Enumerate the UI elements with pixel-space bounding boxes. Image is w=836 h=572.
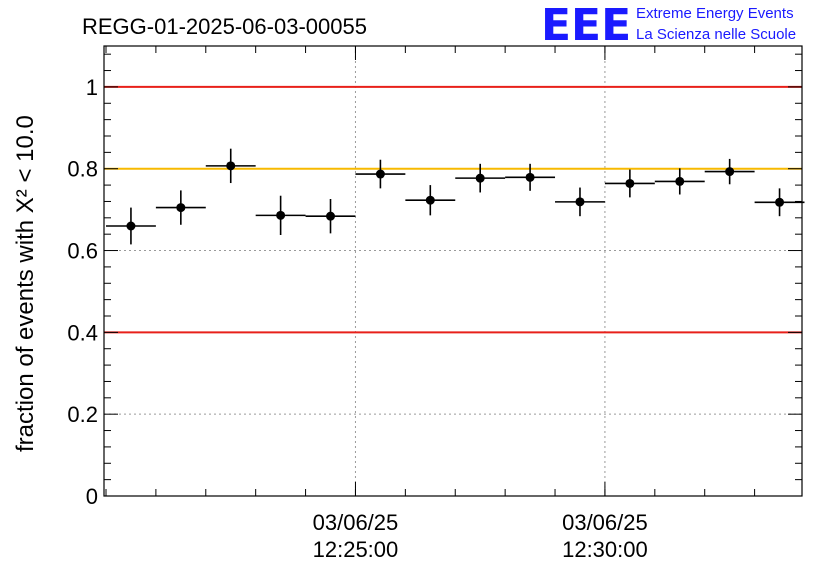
reference-lines bbox=[104, 85, 802, 334]
data-point bbox=[455, 163, 506, 193]
plot-border bbox=[103, 45, 803, 497]
data-marker bbox=[326, 211, 336, 221]
chart-title: REGG-01-2025-06-03-00055 bbox=[82, 14, 367, 39]
data-marker bbox=[475, 173, 485, 183]
y-tick-label: 0.8 bbox=[67, 157, 98, 182]
data-point bbox=[155, 190, 206, 225]
x-tick-date-label: 03/06/25 bbox=[313, 510, 399, 535]
data-point bbox=[355, 159, 406, 189]
plot-frame bbox=[103, 45, 803, 497]
data-point bbox=[105, 207, 156, 245]
y-tick-label: 1 bbox=[86, 75, 98, 100]
data-marker bbox=[775, 197, 785, 207]
data-marker bbox=[226, 161, 236, 171]
data-point bbox=[505, 163, 556, 191]
y-tick-label: 0 bbox=[86, 484, 98, 509]
data-marker bbox=[126, 221, 136, 231]
data-point bbox=[555, 187, 605, 217]
data-point bbox=[604, 169, 655, 198]
data-marker bbox=[375, 169, 385, 179]
org-name-line2: La Scienza nelle Scuole bbox=[636, 26, 796, 43]
data-point bbox=[654, 168, 705, 195]
data-point bbox=[704, 158, 755, 185]
y-axis-label: fraction of events with X² < 10.0 bbox=[12, 115, 39, 452]
y-tick-label: 0.6 bbox=[67, 239, 98, 264]
x-tick-time-label: 12:25:00 bbox=[313, 537, 399, 562]
y-tick-label: 0.2 bbox=[67, 402, 98, 427]
data-point bbox=[305, 199, 356, 234]
axes: 00.20.40.60.8103/06/2512:25:0003/06/2512… bbox=[67, 46, 802, 562]
data-marker bbox=[725, 167, 735, 177]
data-marker bbox=[675, 176, 685, 186]
data-marker bbox=[276, 210, 286, 220]
data-marker bbox=[176, 203, 186, 213]
data-marker bbox=[625, 178, 635, 188]
x-tick-date-label: 03/06/25 bbox=[562, 510, 648, 535]
data-point bbox=[754, 188, 805, 217]
data-marker bbox=[575, 197, 585, 207]
eee-logo: EEE Extreme Energy Events La Scienza nel… bbox=[541, 0, 796, 51]
data-point bbox=[255, 195, 306, 235]
y-tick-label: 0.4 bbox=[67, 320, 98, 345]
data-point bbox=[405, 185, 456, 216]
eee-logo-text: EEE bbox=[541, 0, 631, 51]
org-name-line1: Extreme Energy Events bbox=[636, 5, 794, 22]
grid-lines bbox=[104, 46, 802, 496]
data-point bbox=[205, 148, 256, 184]
x-tick-time-label: 12:30:00 bbox=[562, 537, 648, 562]
data-points bbox=[105, 148, 805, 245]
data-marker bbox=[525, 172, 535, 182]
data-marker bbox=[425, 195, 435, 205]
